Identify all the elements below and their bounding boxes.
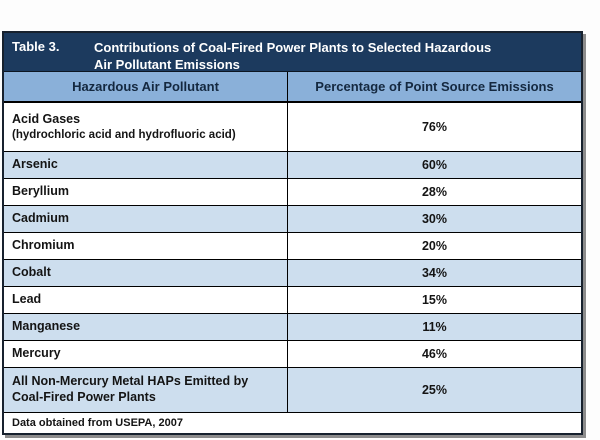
table-row-non-mercury-haps: All Non-Mercury Metal HAPs Emitted by Co… bbox=[4, 367, 581, 412]
percentage-cell: 25% bbox=[421, 383, 448, 397]
table-row-chromium: Chromium 20% bbox=[4, 232, 581, 259]
table-row-arsenic: Arsenic 60% bbox=[4, 151, 581, 178]
percentage-cell: 28% bbox=[421, 185, 448, 199]
percentage-cell: 60% bbox=[421, 158, 448, 172]
table-title-line-1: Contributions of Coal-Fired Power Plants… bbox=[94, 40, 492, 55]
pollutant-cell: Lead bbox=[4, 287, 288, 313]
table-header-row: Hazardous Air Pollutant Percentage of Po… bbox=[4, 72, 581, 102]
percentage-cell: 11% bbox=[422, 320, 447, 334]
table-title: Contributions of Coal-Fired Power Plants… bbox=[94, 37, 492, 72]
percentage-cell: 30% bbox=[421, 212, 448, 226]
pollutant-note: (hydrochloric acid and hydrofluoric acid… bbox=[12, 128, 236, 141]
percentage-cell: 20% bbox=[421, 239, 448, 253]
pollutant-cell: Arsenic bbox=[4, 152, 288, 178]
percentage-cell: 15% bbox=[421, 293, 448, 307]
table-row-beryllium: Beryllium 28% bbox=[4, 178, 581, 205]
percentage-cell: 76% bbox=[421, 120, 448, 134]
percentage-cell: 34% bbox=[421, 266, 448, 280]
column-header-pollutant: Hazardous Air Pollutant bbox=[4, 72, 288, 101]
percentage-cell: 46% bbox=[421, 347, 448, 361]
table-row-manganese: Manganese 11% bbox=[4, 313, 581, 340]
table-label: Table 3. bbox=[12, 39, 60, 54]
table-row-cobalt: Cobalt 34% bbox=[4, 259, 581, 286]
pollutant-cell: Manganese bbox=[4, 314, 288, 340]
table-3: Table 3. Contributions of Coal-Fired Pow… bbox=[2, 31, 583, 435]
source-note: Data obtained from USEPA, 2007 bbox=[4, 412, 581, 433]
table-row-mercury: Mercury 46% bbox=[4, 340, 581, 367]
table-row-acid-gases: Acid Gases (hydrochloric acid and hydrof… bbox=[4, 102, 581, 151]
pollutant-cell: Mercury bbox=[4, 341, 288, 367]
table-title-bar: Table 3. Contributions of Coal-Fired Pow… bbox=[4, 33, 581, 72]
pollutant-cell: Beryllium bbox=[4, 179, 288, 205]
table-row-cadmium: Cadmium 30% bbox=[4, 205, 581, 232]
pollutant-cell: Cobalt bbox=[4, 260, 288, 286]
table-row-lead: Lead 15% bbox=[4, 286, 581, 313]
pollutant-cell: Cadmium bbox=[4, 206, 288, 232]
pollutant-cell: Chromium bbox=[4, 233, 288, 259]
pollutant-cell: All Non-Mercury Metal HAPs Emitted by Co… bbox=[4, 368, 288, 412]
pollutant-cell: Acid Gases (hydrochloric acid and hydrof… bbox=[4, 103, 288, 151]
column-header-percentage: Percentage of Point Source Emissions bbox=[315, 79, 554, 94]
pollutant-name: Acid Gases bbox=[12, 112, 81, 126]
table-title-line-2: Air Pollutant Emissions bbox=[94, 57, 240, 73]
